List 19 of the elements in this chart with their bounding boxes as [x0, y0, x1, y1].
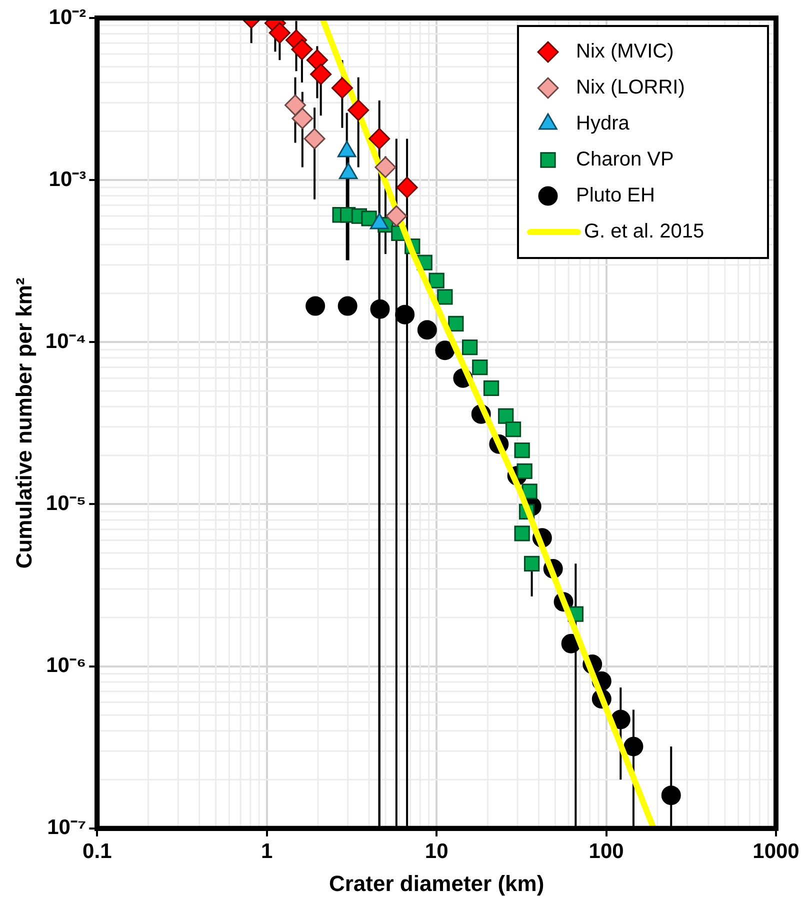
x-tick-label: 100: [588, 840, 624, 863]
y-tick-label: 10⁻⁴: [45, 330, 86, 353]
x-tick-label: 10: [424, 840, 448, 863]
legend-label: Pluto EH: [576, 184, 655, 207]
x-tick-label: 1: [261, 840, 274, 863]
legend-label: Nix (MVIC): [576, 40, 674, 63]
x-tick-label: 0.1: [82, 840, 112, 863]
legend-label: Nix (LORRI): [576, 76, 685, 99]
y-axis-title: Cumulative number per km²: [11, 278, 36, 569]
y-tick-label: 10⁻²: [48, 6, 86, 29]
legend-label: Hydra: [576, 112, 630, 135]
y-tick-label: 10⁻⁷: [47, 816, 86, 840]
y-tick-label: 10⁻³: [48, 168, 86, 191]
x-tick-label: 1000: [752, 840, 800, 863]
x-axis-title: Crater diameter (km): [328, 870, 544, 896]
y-tick-label: 10⁻⁵: [46, 492, 86, 516]
legend-label: Charon VP: [576, 148, 674, 171]
legend-label: G. et al. 2015: [584, 220, 704, 243]
y-tick-label: 10⁻⁶: [46, 654, 86, 678]
